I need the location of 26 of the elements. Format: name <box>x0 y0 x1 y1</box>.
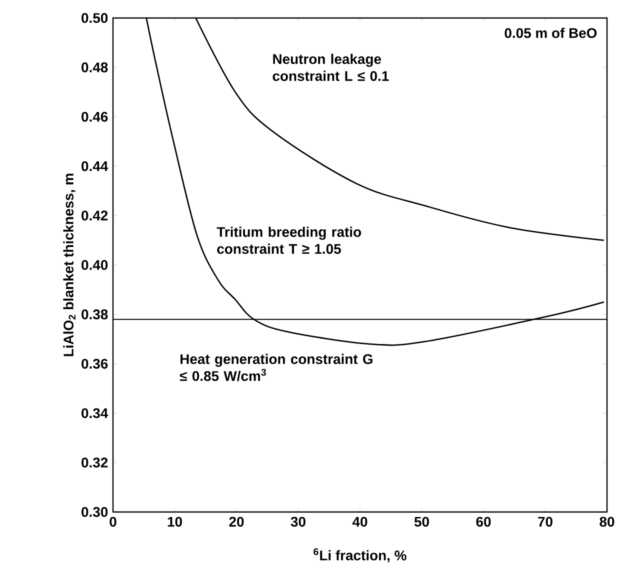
ref-line-label: Heat generation constraint G ≤ 0.85 W/cm$^{3}$ <box>180 354 372 382</box>
text: Neutron leakage constraint L ≤ 0.1 <box>272 54 389 81</box>
x-tick-label: 20 <box>229 516 244 527</box>
y-tick-label: 0.40 <box>82 260 108 270</box>
x-tick-label: 0 <box>110 516 116 527</box>
x-tick-label: 80 <box>600 516 614 527</box>
y-tick-label: 0.50 <box>82 13 108 23</box>
y-tick-label: 0.42 <box>82 210 108 221</box>
y-axis-title: LiAlO$_{2}$ blanket thickness, m <box>63 174 76 356</box>
annotation: 0.05 m of BeO <box>504 28 597 38</box>
x-tick-label: 50 <box>414 516 429 527</box>
y-tick-label: 0.38 <box>82 309 108 320</box>
series-label: Tritium breeding ratio constraint T ≥ 1.05 <box>216 226 362 254</box>
x-tick-label: 10 <box>168 516 182 527</box>
y-tick-label: 0.48 <box>82 62 108 72</box>
y-tick-label: 0.32 <box>82 458 108 468</box>
x-axis-title: $^{6}$Li fraction, % <box>314 548 406 562</box>
x-tick-label: 40 <box>352 516 368 527</box>
y-tick-label: 0.46 <box>82 112 108 122</box>
y-tick-label: 0.44 <box>82 161 108 172</box>
y-tick-label: 0.34 <box>82 408 108 418</box>
y-tick-label: 0.36 <box>82 358 108 369</box>
x-tick-label: 70 <box>538 516 552 527</box>
x-tick-label: 60 <box>476 516 491 527</box>
x-tick-label: 30 <box>290 516 306 527</box>
y-tick-label: 0.30 <box>82 507 108 517</box>
